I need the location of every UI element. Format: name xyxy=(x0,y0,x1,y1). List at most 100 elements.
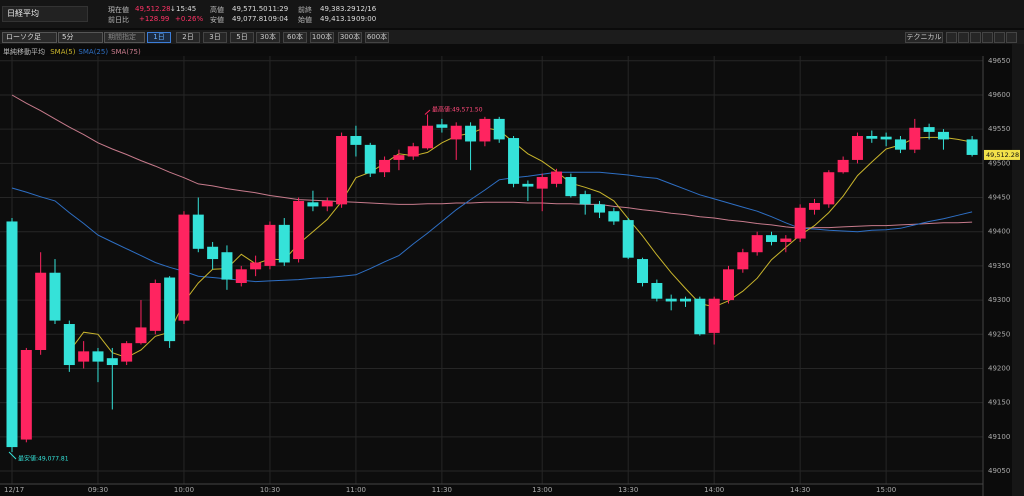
legend-title: 単純移動平均 xyxy=(3,48,45,56)
y-tick-label: 49500 xyxy=(988,159,1010,167)
last-price-box xyxy=(984,149,1020,160)
high-annotation: 最高値:49,571.50 xyxy=(432,106,483,114)
candle-body xyxy=(221,252,233,280)
y-tick-label: 49600 xyxy=(988,91,1010,99)
range-button[interactable]: 60本 xyxy=(283,32,307,43)
x-tick-label: 10:30 xyxy=(260,486,280,494)
time: 09:04 xyxy=(268,15,289,23)
interval-select[interactable]: 5分 xyxy=(58,32,103,43)
candle-body xyxy=(522,183,534,187)
range-button[interactable]: 100本 xyxy=(310,32,334,43)
label: 前終 xyxy=(298,6,312,14)
header-bar: 日経平均 現在値 49,512.28 ↓ 15:45 高値 49,571.50 … xyxy=(0,0,1024,28)
candle-body xyxy=(823,172,835,205)
range-button[interactable]: 2日 xyxy=(176,32,200,43)
x-tick-label: 11:30 xyxy=(432,486,452,494)
y-tick-label: 49400 xyxy=(988,228,1010,236)
candle-body xyxy=(966,139,978,155)
y-tick-label: 49100 xyxy=(988,433,1010,441)
arrow: ↓ xyxy=(170,5,176,13)
candle-body xyxy=(307,202,319,207)
candle-body xyxy=(465,125,477,142)
candle-body xyxy=(379,159,391,173)
y-tick-label: 49150 xyxy=(988,399,1010,407)
candle-body xyxy=(637,259,649,283)
y-tick-label: 49200 xyxy=(988,364,1010,372)
candle-body xyxy=(579,194,591,205)
candle-body xyxy=(350,135,362,145)
label: 高値 xyxy=(210,6,224,14)
range-button[interactable]: 30本 xyxy=(256,32,280,43)
candle-body xyxy=(837,159,849,173)
candle-body xyxy=(622,220,634,258)
candle-body xyxy=(450,125,462,140)
candle-body xyxy=(508,138,520,184)
icon-button[interactable] xyxy=(946,32,957,43)
x-tick-label: 14:30 xyxy=(790,486,810,494)
icon-button[interactable] xyxy=(1006,32,1017,43)
sma-line xyxy=(68,127,973,359)
range-button[interactable]: 1日 xyxy=(147,32,171,43)
candle-body xyxy=(808,202,820,210)
candle-body xyxy=(393,155,405,160)
label: 現在値 xyxy=(108,6,129,14)
y-tick-label: 49300 xyxy=(988,296,1010,304)
side-panel xyxy=(1012,44,1024,496)
candle-body xyxy=(235,269,247,283)
candle-body xyxy=(422,125,434,149)
candle-body xyxy=(264,224,276,266)
candle-body xyxy=(20,349,32,440)
sma-line xyxy=(11,171,973,283)
candle-body xyxy=(680,298,692,302)
legend-entry: SMA(25) xyxy=(78,48,109,56)
time: 09:00 xyxy=(356,15,377,23)
x-tick-label: 14:00 xyxy=(704,486,724,494)
y-tick-label: 49250 xyxy=(988,330,1010,338)
candle-body xyxy=(594,204,606,213)
candle-body xyxy=(479,118,491,142)
candle-body xyxy=(78,351,90,362)
chart-type-select[interactable]: ローソク足 xyxy=(2,32,57,43)
range-button[interactable]: 3日 xyxy=(203,32,227,43)
candle-body xyxy=(63,324,75,366)
icon-button[interactable] xyxy=(970,32,981,43)
technical-button[interactable]: テクニカル xyxy=(905,32,943,43)
candle-body xyxy=(321,200,333,207)
icon-button[interactable] xyxy=(982,32,993,43)
candle-body xyxy=(565,177,577,197)
period-select[interactable]: 期間指定 xyxy=(104,32,145,43)
range-button[interactable]: 300本 xyxy=(338,32,362,43)
range-button[interactable]: 5日 xyxy=(230,32,254,43)
value: 49,383.29 xyxy=(320,5,356,13)
change-pct: +0.26% xyxy=(175,15,204,23)
annotation-leader xyxy=(8,451,17,460)
value: 49,077.81 xyxy=(232,15,268,23)
candle-body xyxy=(493,118,505,140)
time: 15:45 xyxy=(176,5,197,13)
candle-body xyxy=(192,214,204,249)
candle-body xyxy=(536,177,548,189)
candle-body xyxy=(751,235,763,253)
x-tick-label: 13:30 xyxy=(618,486,638,494)
symbol[interactable]: 日経平均 xyxy=(2,6,88,22)
y-tick-label: 49350 xyxy=(988,262,1010,270)
candle-body xyxy=(937,131,949,140)
range-button[interactable]: 600本 xyxy=(365,32,389,43)
candle-body xyxy=(880,136,892,140)
candle-body xyxy=(780,238,792,242)
candle-body xyxy=(6,221,18,448)
candle-body xyxy=(737,252,749,270)
toolbar: ローソク足 5分 期間指定 テクニカル 1日 2日 3日 5日 30本 60本 100本 30… xyxy=(0,30,1024,44)
candle-body xyxy=(665,298,677,302)
legend-entry: SMA(75) xyxy=(111,48,141,56)
candle-body xyxy=(364,144,376,174)
icon-button[interactable] xyxy=(958,32,969,43)
annotation-leader xyxy=(424,109,431,115)
candle-body xyxy=(651,282,663,299)
candle-body xyxy=(106,358,118,366)
value: 49,413.19 xyxy=(320,15,356,23)
candle-body xyxy=(135,327,147,344)
candle-body xyxy=(92,351,104,362)
icon-button[interactable] xyxy=(994,32,1005,43)
y-tick-label: 49050 xyxy=(988,467,1010,475)
